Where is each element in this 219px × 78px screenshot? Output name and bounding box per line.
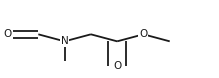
Text: O: O [113, 61, 121, 71]
Text: O: O [4, 29, 12, 39]
Text: O: O [139, 29, 148, 39]
Text: N: N [61, 36, 69, 46]
